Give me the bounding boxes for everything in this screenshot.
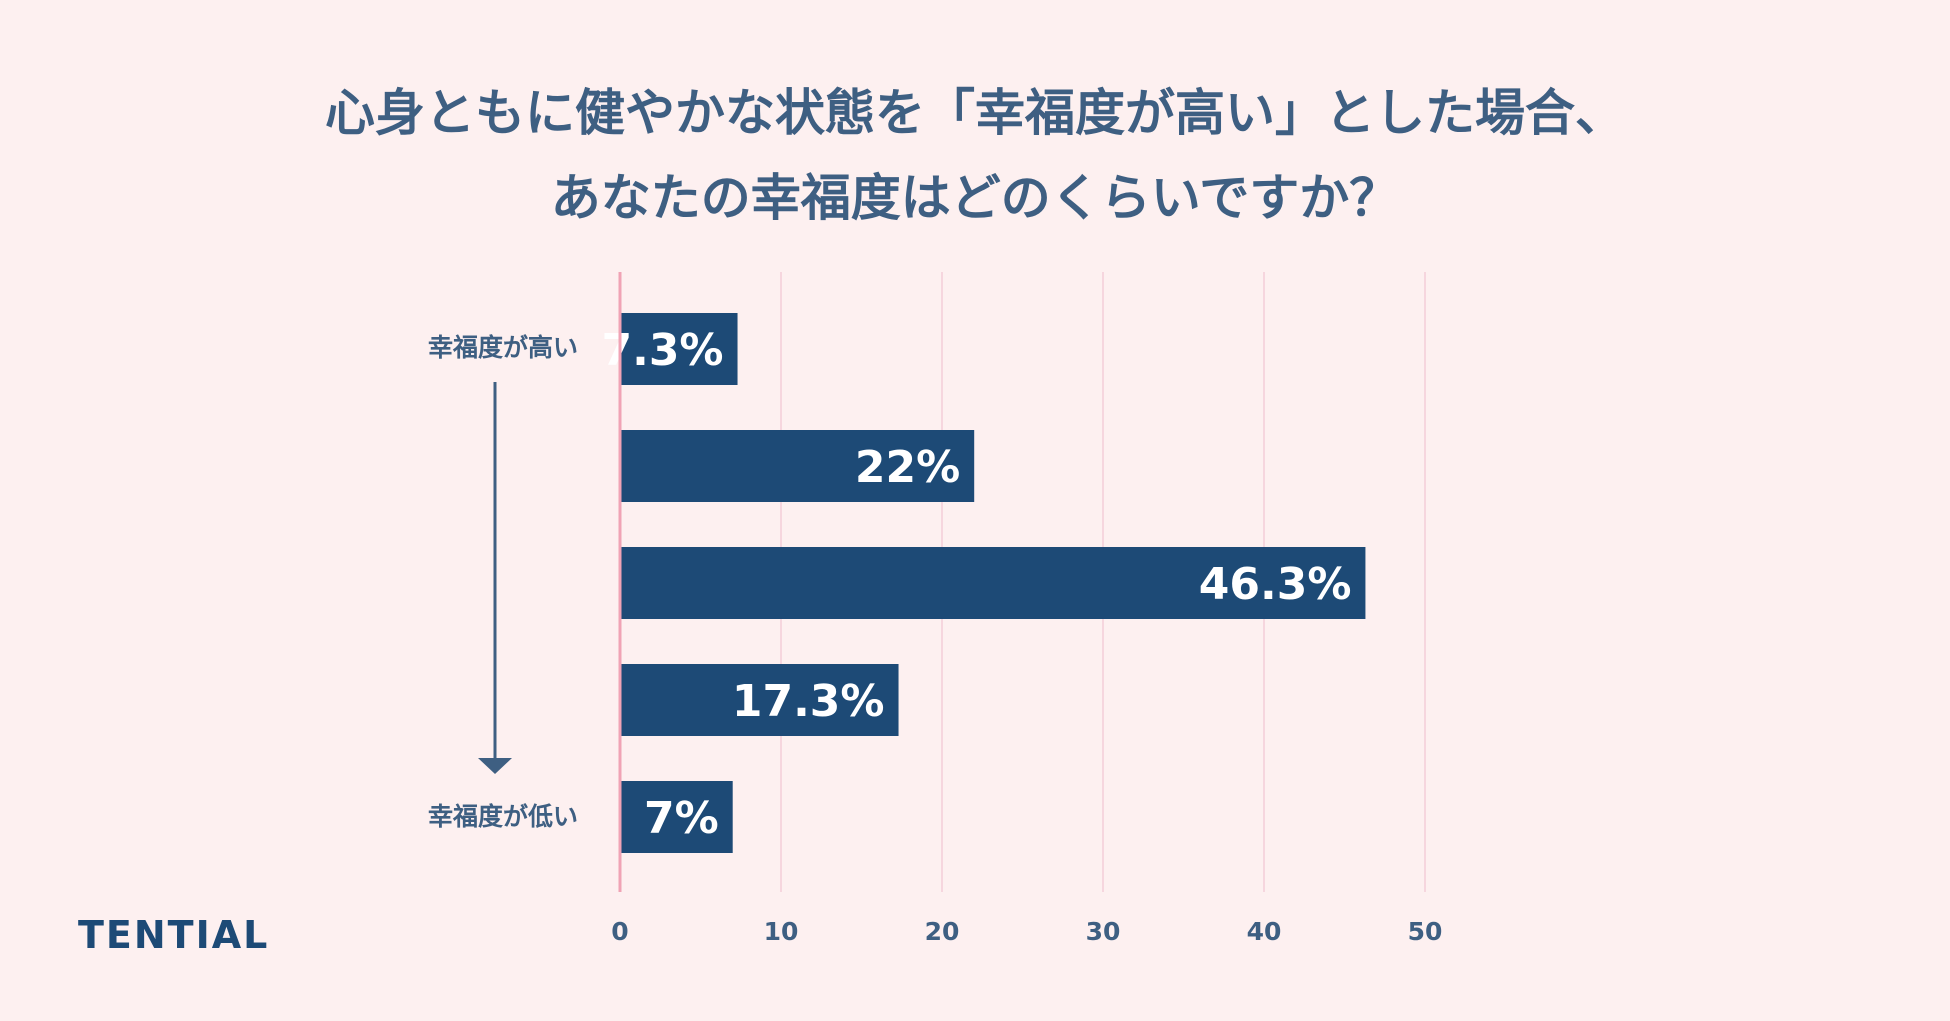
side-label-low: 幸福度が低い xyxy=(428,802,578,831)
bar xyxy=(620,313,738,385)
x-tick-label: 0 xyxy=(611,917,628,946)
x-tick-label: 50 xyxy=(1408,917,1443,946)
side-label-high: 幸福度が高い xyxy=(428,333,578,362)
x-tick-label: 30 xyxy=(1086,917,1121,946)
x-axis-ticks: 0 10 20 30 40 50 xyxy=(611,917,1442,946)
bar-data-label: 7.3% xyxy=(601,325,723,376)
chart-title-line-1: 心身ともに健やかな状態を「幸福度が高い」とした場合、 xyxy=(325,84,1625,142)
bar-data-label: 17.3% xyxy=(732,676,885,727)
bar-data-labels: 7.3% 22% 46.3% 17.3% 7% xyxy=(601,325,1351,844)
x-tick-label: 10 xyxy=(764,917,799,946)
brand-logo: TENTIAL xyxy=(78,913,269,957)
bar-data-label: 22% xyxy=(855,442,960,493)
bar xyxy=(620,430,975,502)
x-tick-label: 40 xyxy=(1247,917,1282,946)
bar-data-label: 7% xyxy=(644,793,719,844)
x-tick-label: 20 xyxy=(925,917,960,946)
bar xyxy=(620,664,899,736)
bars xyxy=(620,313,1366,853)
scale-arrow-down-icon xyxy=(478,758,512,774)
bar xyxy=(620,781,733,853)
bar xyxy=(620,547,1366,619)
chart-title-line-2: あなたの幸福度はどのくらいですか？ xyxy=(551,169,1400,227)
bar-data-label: 46.3% xyxy=(1199,559,1352,610)
